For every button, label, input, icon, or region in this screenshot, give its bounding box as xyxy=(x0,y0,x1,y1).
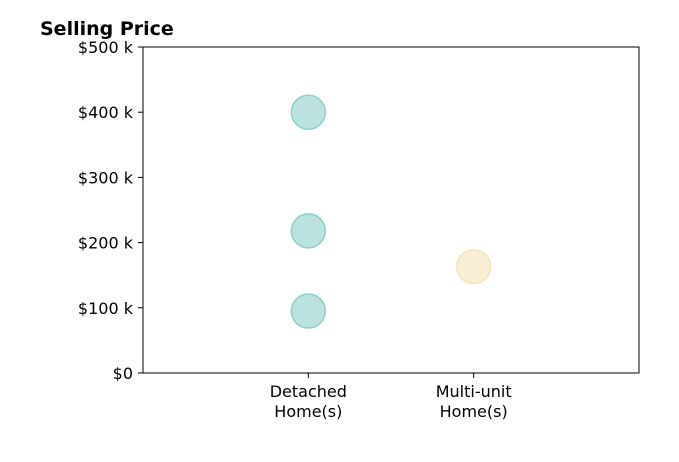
y-tick-label: $500 k xyxy=(78,38,134,57)
data-point xyxy=(290,94,327,130)
x-tick-label: Detached xyxy=(270,382,347,401)
y-tick-label: $100 k xyxy=(78,299,134,318)
y-tick-label: $0 xyxy=(113,364,133,383)
data-points xyxy=(290,94,492,329)
y-tick-label: $400 k xyxy=(78,103,134,122)
plot-frame xyxy=(142,46,640,374)
x-tick-label: Home(s) xyxy=(274,402,342,421)
y-tick-label: $200 k xyxy=(78,234,134,253)
data-point xyxy=(290,293,327,329)
x-tick-label: Multi-unit xyxy=(436,382,512,401)
data-point xyxy=(455,248,492,285)
x-tick-label: Home(s) xyxy=(440,402,508,421)
y-tick-label: $300 k xyxy=(78,168,134,187)
data-point xyxy=(290,213,327,249)
y-axis: $0 $100 k $200 k $300 k $400 k $500 k xyxy=(78,38,143,383)
chart-title: Selling Price xyxy=(40,18,174,40)
